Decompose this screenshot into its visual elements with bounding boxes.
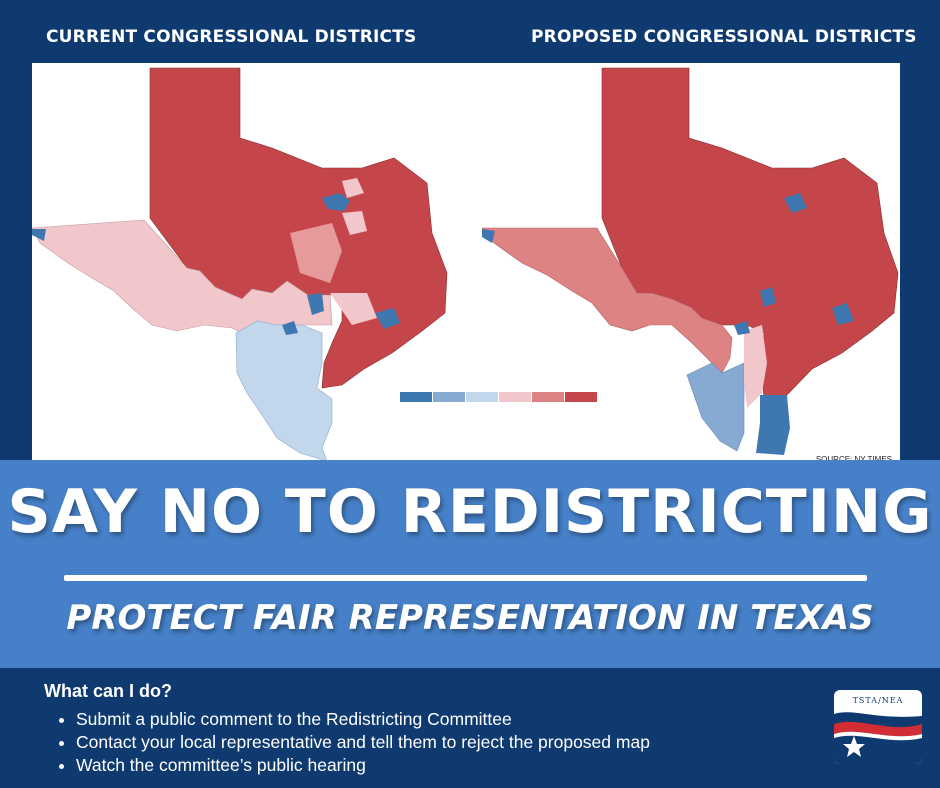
current-blue-south [235, 320, 333, 462]
current-pink-central [290, 223, 342, 283]
headline-band [0, 460, 940, 668]
proposed-blue-sa [734, 321, 750, 335]
legend-swatch-4 [499, 392, 531, 402]
current-map [32, 67, 597, 462]
headline: SAY NO TO REDISTRICTING [7, 477, 933, 547]
action-item: Submit a public comment to the Redistric… [76, 708, 650, 731]
current-blue-houston [375, 308, 400, 329]
legend-swatch-3 [466, 392, 498, 402]
proposed-map-title: PROPOSED CONGRESSIONAL DISTRICTS [531, 27, 917, 47]
actions-list: Submit a public comment to the Redistric… [54, 708, 650, 777]
maps-svg [32, 67, 899, 462]
actions-band [0, 668, 940, 788]
proposed-darkblue-rgv [756, 395, 790, 455]
proposed-map [481, 67, 899, 455]
current-blue-sa [282, 321, 298, 335]
logo-graphic [834, 712, 922, 764]
divider-line [64, 575, 867, 581]
source-credit: SOURCE: NY TIMES [816, 455, 892, 464]
proposed-blue-houston [832, 303, 854, 325]
star-icon [843, 736, 865, 757]
maps-panel: SOURCE: NY TIMES [32, 63, 900, 468]
logo-text: TSTA/NEA [852, 696, 904, 705]
current-pink-dfw [342, 178, 364, 198]
current-map-title: CURRENT CONGRESSIONAL DISTRICTS [46, 27, 417, 47]
legend-swatch-1 [400, 392, 432, 402]
current-blue-austin [307, 293, 324, 315]
current-blue-dfw [322, 193, 350, 211]
current-pink-east [342, 211, 367, 235]
current-pink-hill [330, 293, 377, 325]
proposed-blue-south [686, 362, 745, 452]
tsta-nea-logo: TSTA/NEA [834, 690, 922, 764]
subheadline: PROTECT FAIR REPRESENTATION IN TEXAS [66, 598, 874, 638]
proposed-blue-elpaso [482, 229, 495, 243]
legend-swatch-2 [433, 392, 465, 402]
action-item: Watch the committee’s public hearing [76, 754, 650, 777]
proposed-blue-austin [760, 287, 776, 307]
proposed-blue-dfw [784, 193, 807, 213]
actions-title: What can I do? [44, 681, 172, 701]
action-item: Contact your local representative and te… [76, 731, 650, 754]
proposed-pink-south [744, 325, 767, 408]
legend-swatch-6 [565, 392, 597, 402]
current-blue-elpaso [32, 229, 46, 241]
legend-swatch-5 [532, 392, 564, 402]
